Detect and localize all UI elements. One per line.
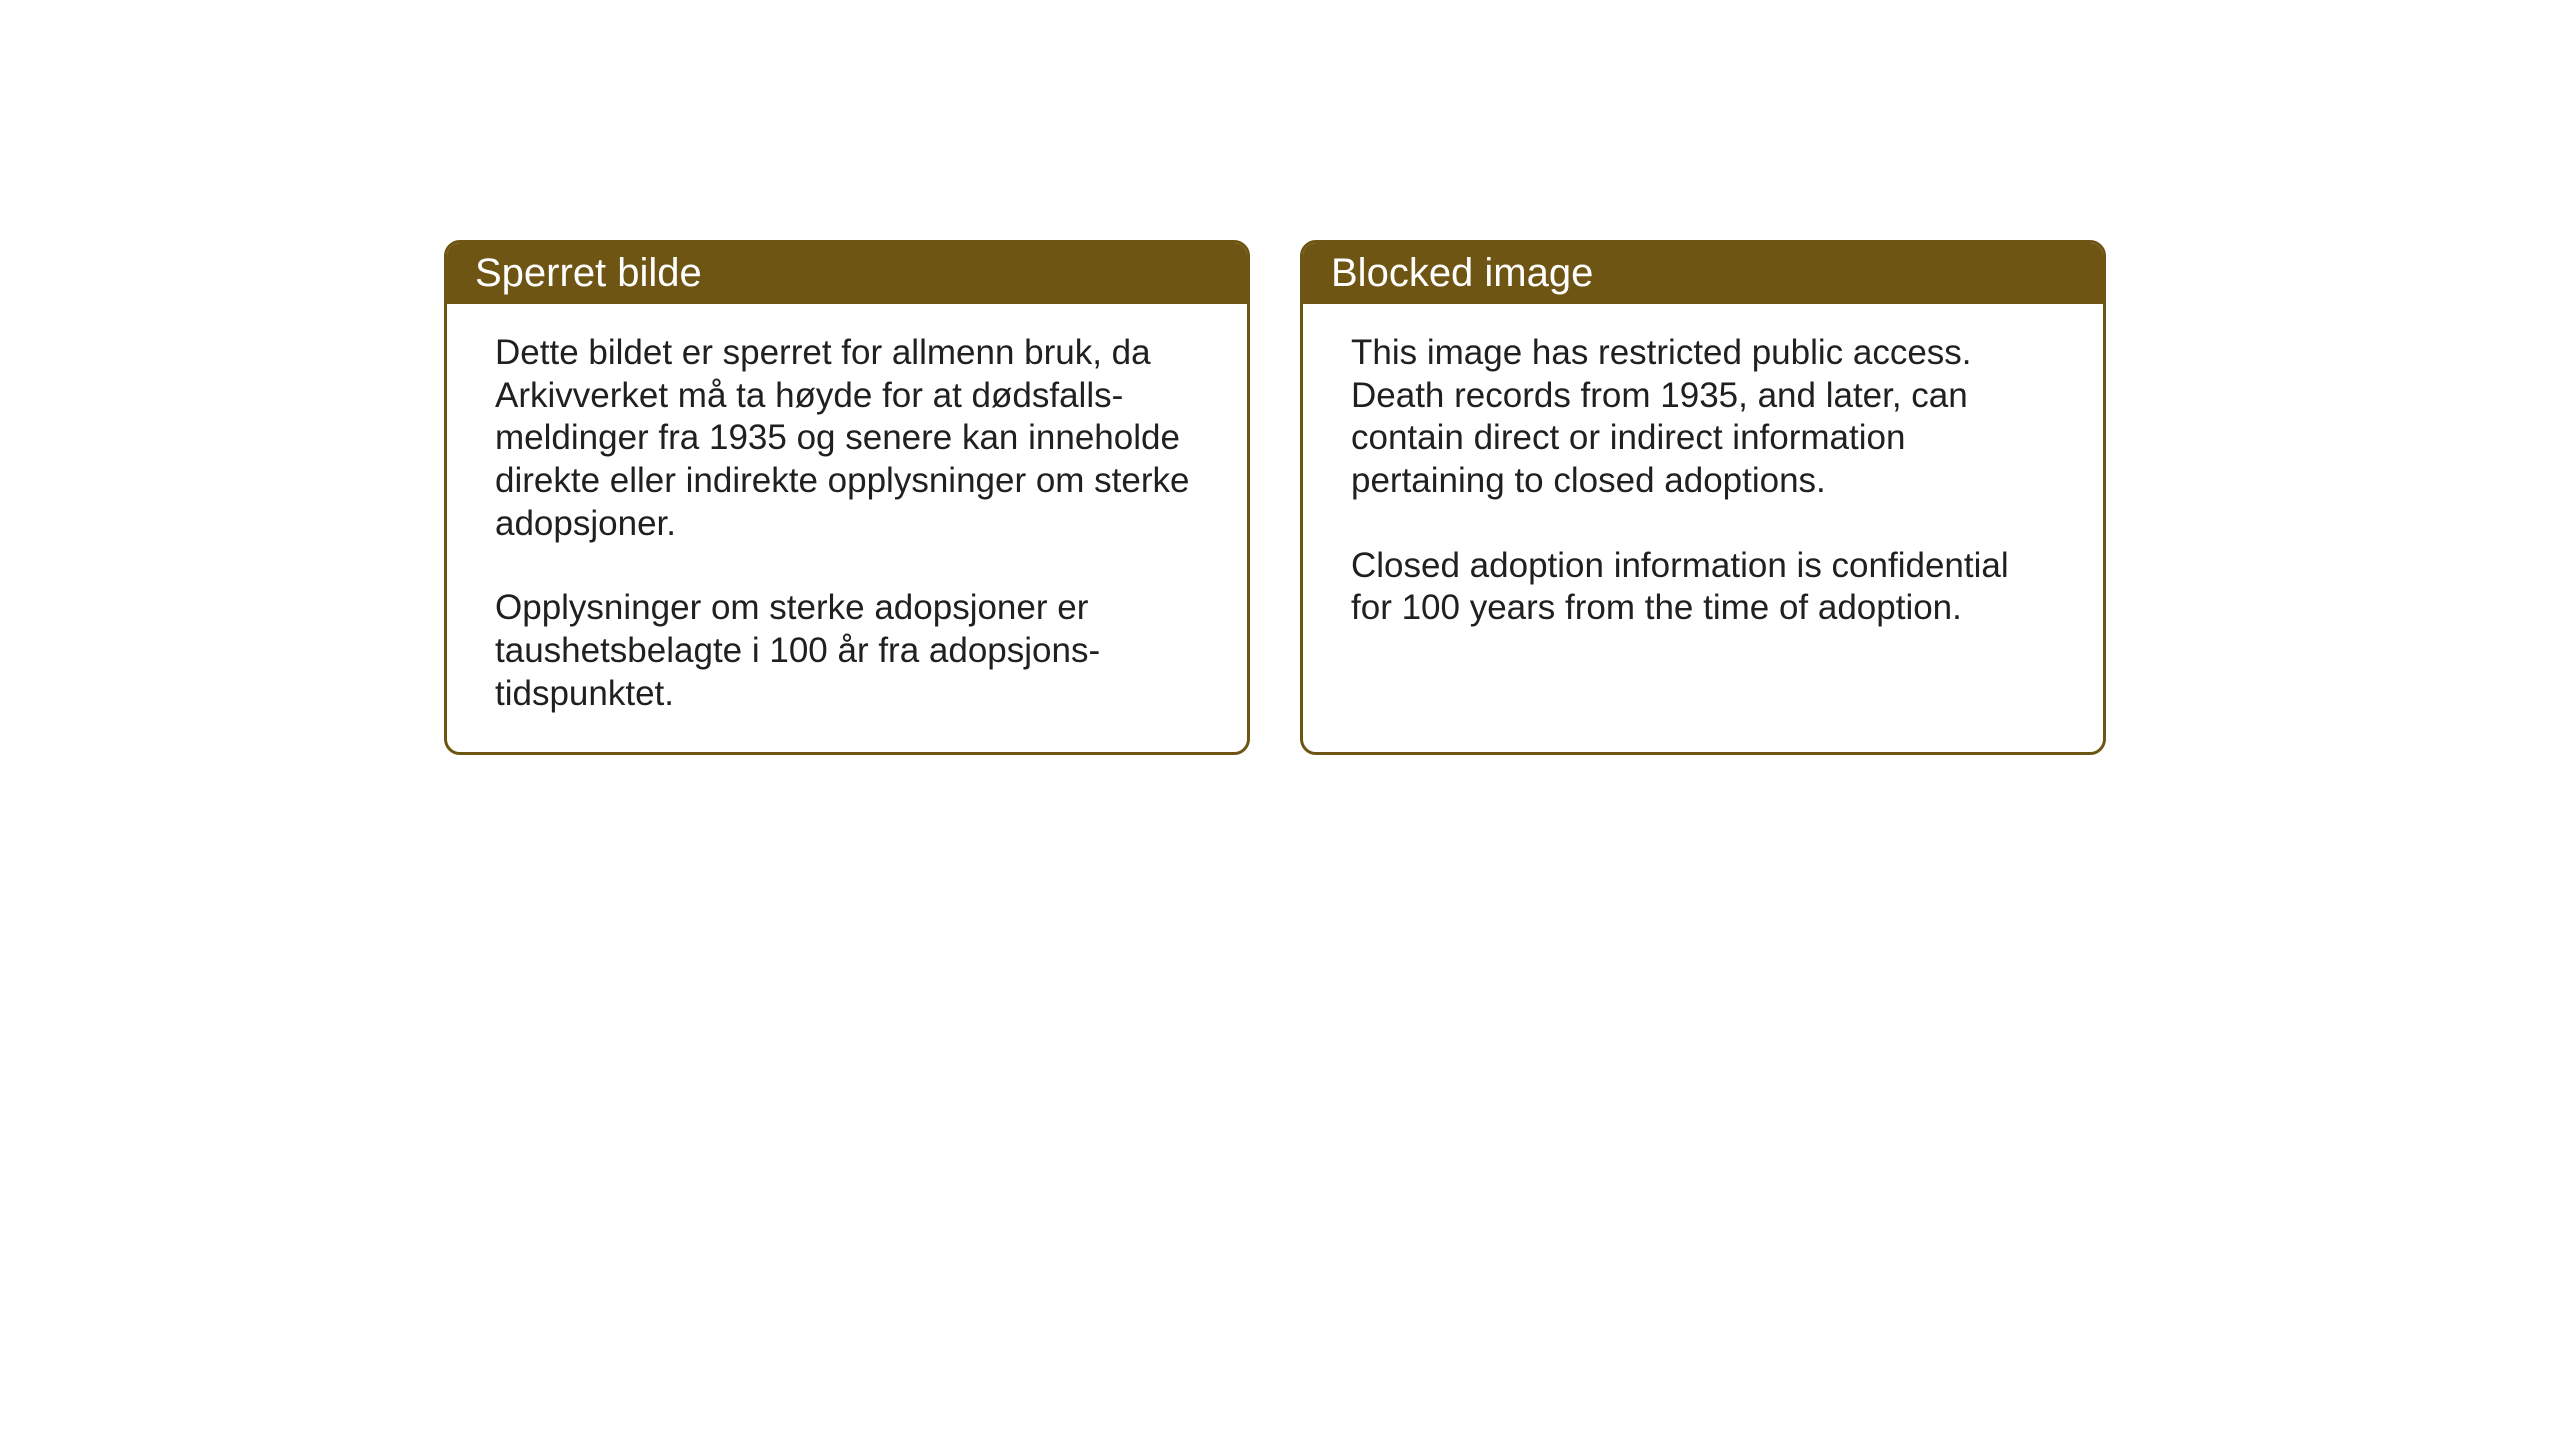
notice-paragraph: Opplysninger om sterke adopsjoner er tau… <box>495 587 1199 715</box>
notice-body-english: This image has restricted public access.… <box>1303 304 2103 720</box>
notice-header-norwegian: Sperret bilde <box>447 243 1247 304</box>
notice-paragraph: Dette bildet er sperret for allmenn bruk… <box>495 332 1199 545</box>
notice-container: Sperret bilde Dette bildet er sperret fo… <box>444 240 2106 755</box>
notice-box-norwegian: Sperret bilde Dette bildet er sperret fo… <box>444 240 1250 755</box>
notice-box-english: Blocked image This image has restricted … <box>1300 240 2106 755</box>
notice-paragraph: Closed adoption information is confident… <box>1351 545 2055 630</box>
notice-paragraph: This image has restricted public access.… <box>1351 332 2055 503</box>
notice-header-english: Blocked image <box>1303 243 2103 304</box>
notice-body-norwegian: Dette bildet er sperret for allmenn bruk… <box>447 304 1247 752</box>
